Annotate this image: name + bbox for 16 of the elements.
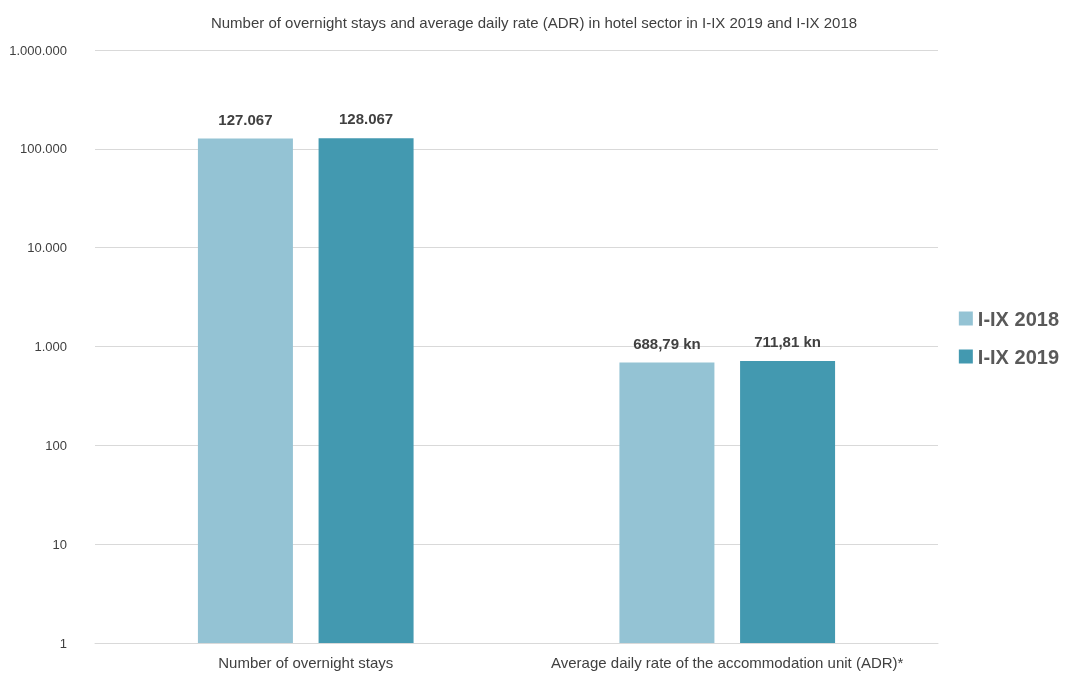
y-tick-label: 10.000: [27, 240, 67, 256]
data-label: 711,81 kn: [754, 333, 821, 351]
y-tick-label: 10: [52, 536, 67, 552]
data-label: 127.067: [218, 110, 273, 128]
legend-label: I-IX 2019: [977, 345, 1060, 368]
chart-title: Number of overnight stays and average daily rate (ADR) in hotel sector in I-IX 2019 and I-IX 2018: [210, 14, 858, 31]
y-tick-label: 100.000: [20, 141, 67, 157]
x-tick-label: Average daily rate of the accommodation unit (ADR)*: [551, 654, 904, 671]
legend-label: I-IX 2018: [977, 307, 1060, 330]
y-tick-label: 100: [45, 437, 67, 453]
y-tick-label: 1.000.000: [9, 42, 67, 58]
data-label: 688,79 kn: [633, 334, 701, 352]
y-tick-label: 1.000: [34, 339, 67, 354]
data-label: 128.067: [338, 110, 394, 128]
x-tick-label: Number of overnight stays: [218, 654, 394, 671]
y-tick-label: 1: [59, 635, 67, 651]
